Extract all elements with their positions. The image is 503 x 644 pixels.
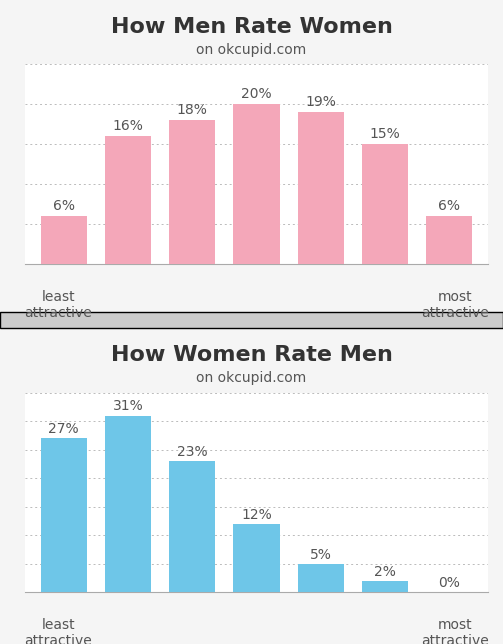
Text: 2%: 2% <box>374 565 396 579</box>
Text: 15%: 15% <box>370 127 400 141</box>
Text: 23%: 23% <box>177 445 208 459</box>
Bar <box>362 581 408 592</box>
Text: most
attractive: most attractive <box>421 290 489 320</box>
Bar <box>233 524 280 592</box>
Text: 0%: 0% <box>439 576 460 590</box>
Text: 6%: 6% <box>53 199 75 213</box>
Text: 18%: 18% <box>177 103 208 117</box>
Bar <box>298 564 344 592</box>
Text: 20%: 20% <box>241 87 272 101</box>
Text: How Men Rate Women: How Men Rate Women <box>111 17 392 37</box>
Text: on okcupid.com: on okcupid.com <box>196 372 307 385</box>
Bar <box>105 137 151 264</box>
Bar <box>169 120 215 264</box>
Bar <box>426 216 472 264</box>
Text: 12%: 12% <box>241 507 272 522</box>
Text: least
attractive: least attractive <box>24 290 92 320</box>
Text: 16%: 16% <box>113 119 143 133</box>
Text: 5%: 5% <box>310 547 332 562</box>
Text: most
attractive: most attractive <box>421 618 489 644</box>
Bar <box>41 439 87 592</box>
Bar <box>41 216 87 264</box>
Bar <box>105 415 151 592</box>
Bar <box>362 144 408 264</box>
Text: on okcupid.com: on okcupid.com <box>196 43 307 57</box>
Bar <box>233 104 280 264</box>
Text: 31%: 31% <box>113 399 143 413</box>
Text: least
attractive: least attractive <box>24 618 92 644</box>
Text: 6%: 6% <box>438 199 460 213</box>
Bar <box>169 461 215 592</box>
Text: 27%: 27% <box>48 422 79 436</box>
Text: 19%: 19% <box>305 95 336 109</box>
Bar <box>298 112 344 264</box>
Text: How Women Rate Men: How Women Rate Men <box>111 345 392 365</box>
